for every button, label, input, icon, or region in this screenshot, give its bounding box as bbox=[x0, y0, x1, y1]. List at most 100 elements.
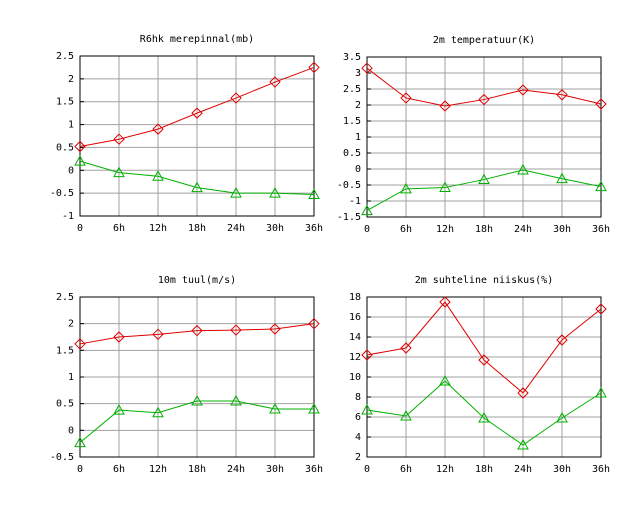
point-marker bbox=[74, 338, 86, 350]
series-line bbox=[79, 323, 315, 345]
panel-title: 2m suhteline niiskus(%) bbox=[415, 275, 553, 286]
point-marker bbox=[595, 98, 607, 110]
x-tick-label: 0 bbox=[77, 223, 83, 234]
point-marker bbox=[113, 404, 125, 415]
y-tick-label: 2.5 bbox=[56, 292, 74, 303]
y-tick-label: 2 bbox=[68, 74, 74, 85]
x-tick-label: 30h bbox=[266, 223, 284, 234]
point-marker bbox=[439, 100, 451, 112]
x-tick-label: 18h bbox=[475, 224, 493, 235]
y-tick-label: 3 bbox=[355, 68, 361, 79]
point-marker bbox=[152, 406, 164, 418]
point-marker bbox=[269, 402, 281, 414]
series-line bbox=[366, 67, 602, 107]
point-marker bbox=[308, 188, 320, 200]
x-tick-label: 36h bbox=[592, 464, 610, 475]
x-tick-label: 6h bbox=[400, 464, 412, 475]
point-marker bbox=[556, 172, 568, 184]
point-marker bbox=[439, 181, 451, 193]
x-tick-label: 12h bbox=[436, 464, 454, 475]
x-tick-label: 6h bbox=[113, 464, 125, 475]
x-tick-label: 24h bbox=[227, 223, 245, 234]
y-tick-label: 1 bbox=[68, 120, 74, 131]
x-tick-label: 0 bbox=[77, 464, 83, 475]
point-marker bbox=[400, 92, 412, 104]
y-tick-label: 16 bbox=[349, 312, 361, 323]
point-marker bbox=[113, 133, 125, 145]
point-marker bbox=[439, 296, 451, 308]
point-marker bbox=[308, 402, 320, 414]
x-tick-label: 24h bbox=[514, 224, 532, 235]
point-marker bbox=[478, 354, 490, 366]
point-marker bbox=[478, 93, 490, 106]
point-marker bbox=[361, 349, 373, 361]
point-marker bbox=[191, 107, 203, 119]
point-marker bbox=[400, 342, 412, 354]
y-tick-label: 0.5 bbox=[56, 142, 74, 153]
x-tick-label: 36h bbox=[592, 224, 610, 235]
y-tick-label: 1.5 bbox=[343, 116, 361, 127]
series-line bbox=[366, 301, 602, 394]
x-tick-label: 30h bbox=[553, 224, 571, 235]
point-marker bbox=[478, 411, 490, 423]
y-tick-label: 4 bbox=[355, 432, 361, 443]
y-tick-label: 1 bbox=[68, 372, 74, 383]
point-marker bbox=[595, 180, 607, 192]
point-marker bbox=[361, 204, 373, 216]
y-tick-label: 0 bbox=[68, 425, 74, 436]
x-tick-label: 18h bbox=[475, 464, 493, 475]
point-marker bbox=[74, 436, 86, 448]
y-tick-label: 2.5 bbox=[56, 51, 74, 62]
y-tick-label: 0 bbox=[68, 165, 74, 176]
panel-title: 2m temperatuur(K) bbox=[433, 35, 535, 46]
y-tick-label: 6 bbox=[355, 412, 361, 423]
x-tick-label: 12h bbox=[149, 464, 167, 475]
point-marker bbox=[517, 438, 529, 450]
y-tick-label: 1 bbox=[355, 132, 361, 143]
y-tick-label: 0 bbox=[355, 164, 361, 175]
point-marker bbox=[308, 317, 320, 330]
point-marker bbox=[556, 334, 568, 346]
plot-frame bbox=[79, 296, 315, 458]
y-tick-label: 12 bbox=[349, 352, 361, 363]
plot-frame bbox=[366, 296, 602, 458]
point-marker bbox=[230, 187, 242, 198]
point-marker bbox=[595, 303, 607, 315]
x-tick-label: 30h bbox=[553, 464, 571, 475]
x-tick-label: 6h bbox=[400, 224, 412, 235]
y-tick-label: -0.5 bbox=[50, 188, 74, 199]
point-marker bbox=[152, 328, 164, 341]
y-tick-label: 0.5 bbox=[56, 399, 74, 410]
panel-title: 10m tuul(m/s) bbox=[158, 275, 236, 286]
y-tick-label: -0.5 bbox=[50, 452, 74, 463]
x-tick-label: 36h bbox=[305, 223, 323, 234]
point-marker bbox=[517, 163, 529, 175]
point-marker bbox=[230, 92, 242, 104]
series-line bbox=[79, 400, 314, 443]
x-tick-label: 36h bbox=[305, 464, 323, 475]
series-line bbox=[79, 160, 315, 196]
point-marker bbox=[556, 89, 568, 101]
point-marker bbox=[517, 84, 529, 96]
point-marker bbox=[595, 386, 607, 398]
y-tick-label: 2 bbox=[355, 452, 361, 463]
point-marker bbox=[191, 394, 203, 406]
y-tick-label: 2 bbox=[355, 100, 361, 111]
plot-frame bbox=[366, 56, 602, 218]
point-marker bbox=[517, 387, 529, 399]
y-tick-label: -1 bbox=[62, 211, 74, 222]
x-tick-label: 24h bbox=[514, 464, 532, 475]
point-marker bbox=[191, 324, 203, 337]
y-tick-label: 1.5 bbox=[56, 97, 74, 108]
y-tick-label: 2 bbox=[68, 319, 74, 330]
point-marker bbox=[152, 170, 164, 181]
x-tick-label: 6h bbox=[113, 223, 125, 234]
x-tick-label: 24h bbox=[227, 464, 245, 475]
y-tick-label: 1.5 bbox=[56, 345, 74, 356]
point-marker bbox=[439, 374, 451, 386]
point-marker bbox=[400, 409, 412, 421]
point-marker bbox=[230, 324, 242, 336]
y-tick-label: 3.5 bbox=[343, 52, 361, 63]
series-line bbox=[366, 380, 602, 446]
